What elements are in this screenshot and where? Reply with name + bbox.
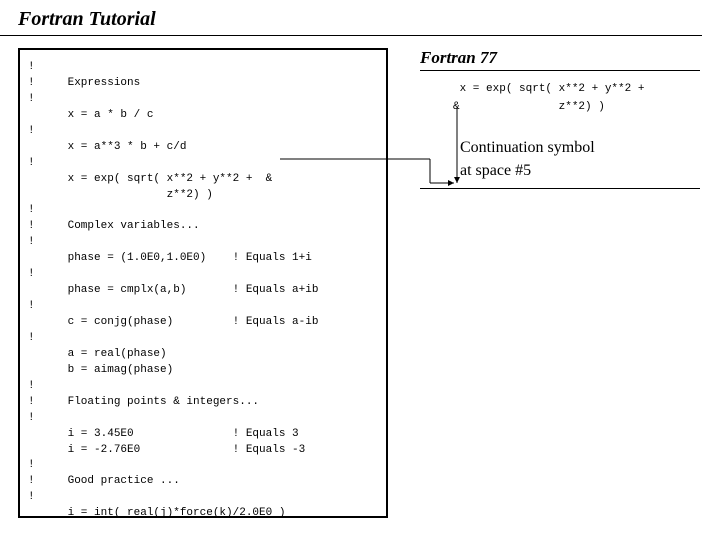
annotation-block: Continuation symbol at space #5 [420,138,700,189]
f77-line2: & z**2) ) [420,101,605,113]
right-column: Fortran 77 x = exp( sqrt( x**2 + y**2 + … [420,48,700,189]
f77-line1: x = exp( sqrt( x**2 + y**2 + [420,83,644,95]
annotation-rule [420,188,700,189]
f77-code: x = exp( sqrt( x**2 + y**2 + & z**2) ) [420,81,700,116]
code-block: ! ! Expressions ! x = a * b / c ! x = a*… [18,48,388,518]
f77-title: Fortran 77 [420,48,700,71]
annotation-line1: Continuation symbol [460,138,700,159]
annotation-line2: at space #5 [460,161,700,182]
page-title: Fortran Tutorial [0,0,702,36]
